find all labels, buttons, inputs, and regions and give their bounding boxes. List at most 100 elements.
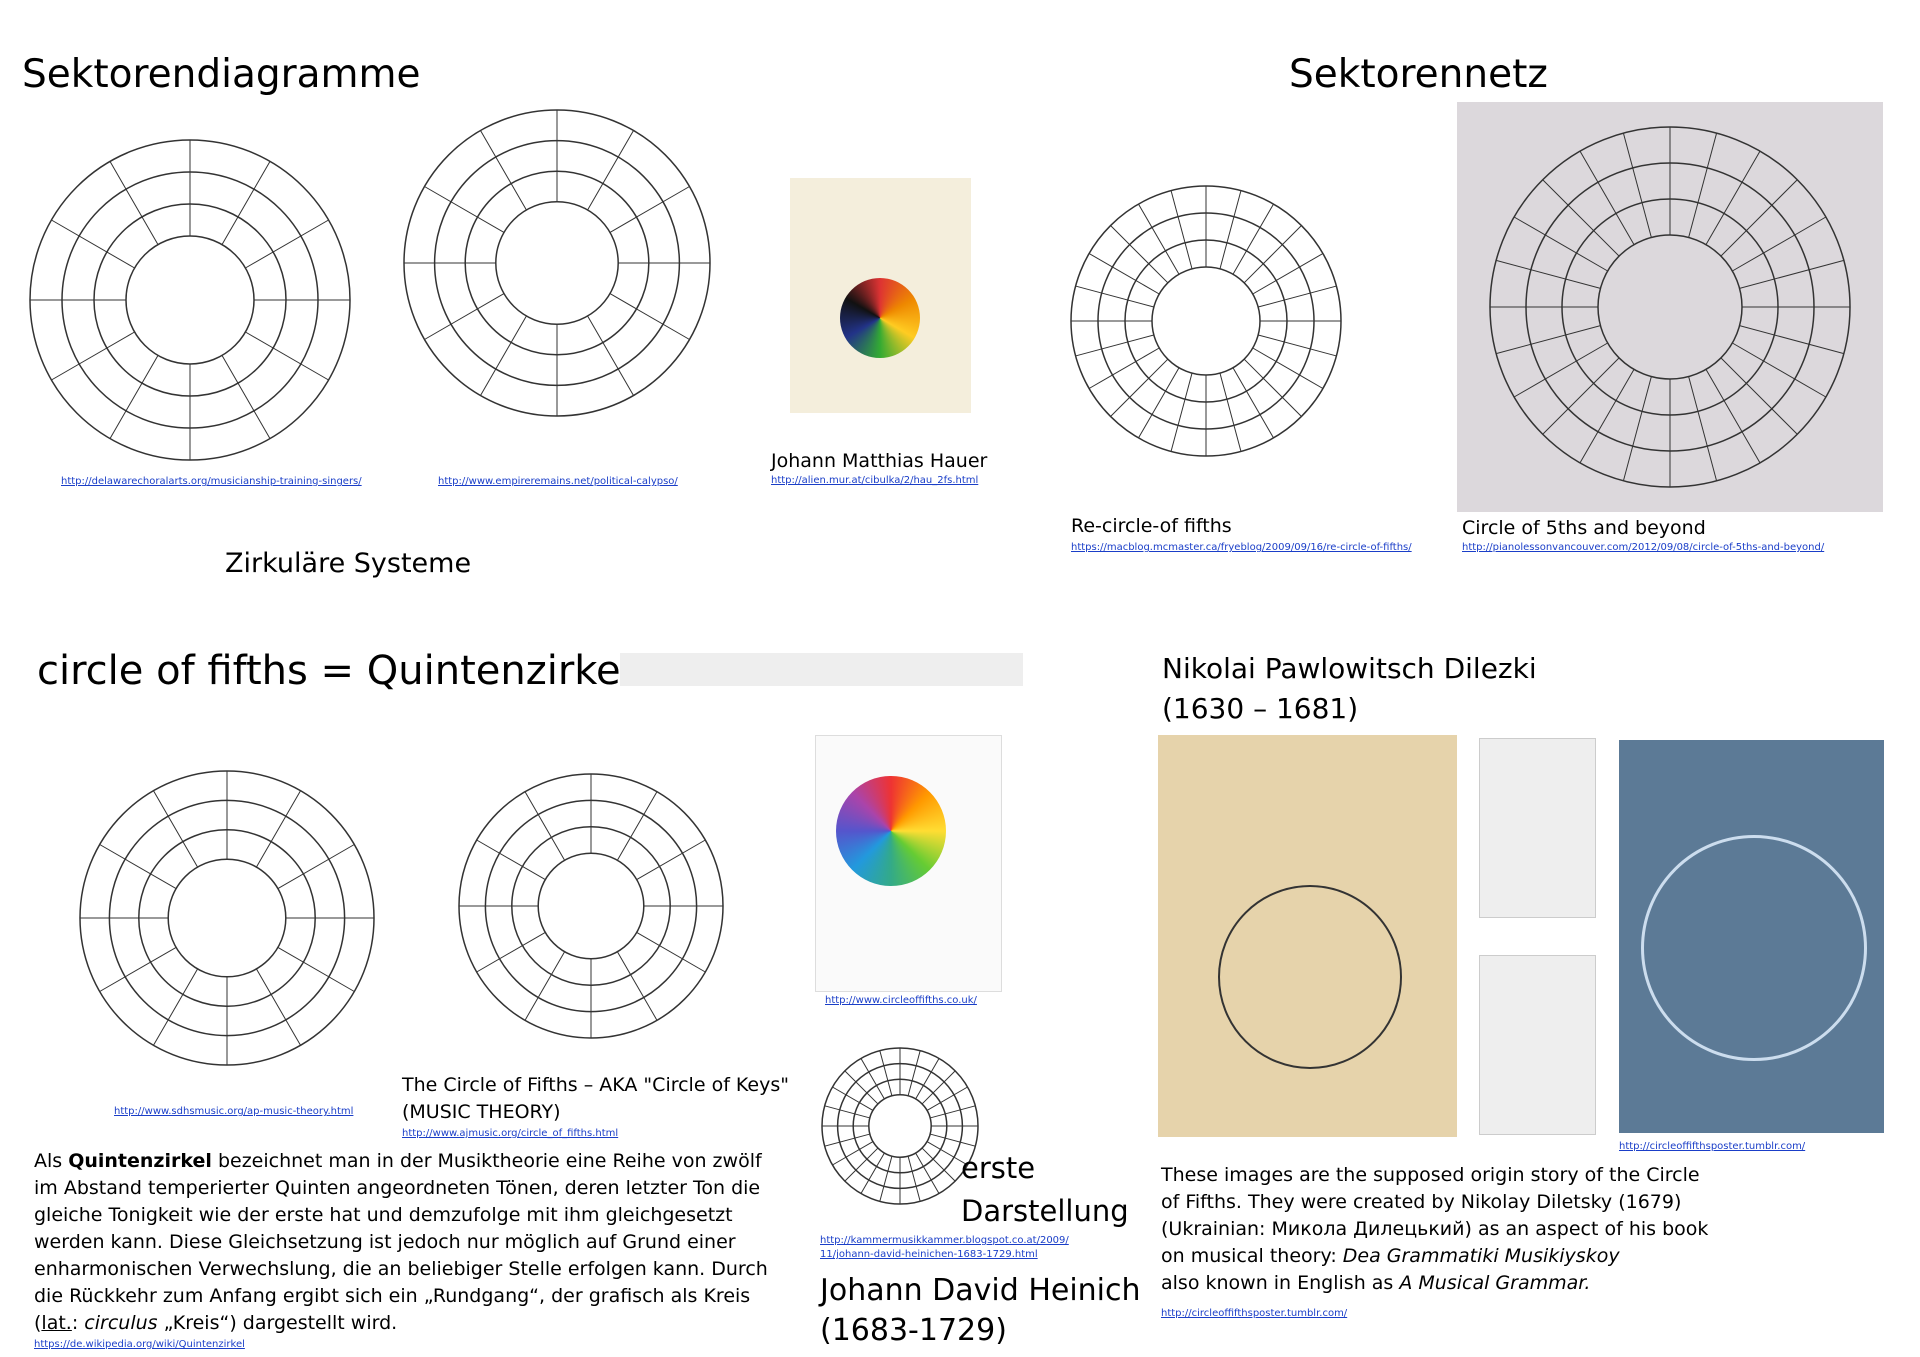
decoration [921,1070,956,1105]
image [403,109,711,417]
decoration [1579,150,1635,245]
decoration [1732,216,1827,272]
text: Dea Grammatiki Musikiyskoy [1342,1245,1620,1267]
paragraph: Als Quintenzirkel bezeichnet man in der … [34,1148,779,1337]
link[interactable]: https://de.wikipedia.org/wiki/Quintenzir… [34,1339,245,1350]
decoration [221,161,271,245]
link[interactable]: http://www.sdhsmusic.org/ap-music-theory… [114,1106,354,1117]
decoration [1542,357,1620,435]
decoration [1705,369,1761,464]
decoration [587,315,634,396]
decoration [1688,133,1718,238]
decoration [907,1050,921,1096]
decoration [476,839,546,881]
link[interactable]: http://www.ajmusic.org/circle_of_fifths.… [402,1128,619,1139]
decoration [1232,203,1274,275]
decoration [1252,253,1324,295]
decoration [636,931,706,973]
link[interactable]: https://macblog.mcmaster.ca/fryeblog/200… [1071,542,1412,553]
decoration [1219,190,1242,269]
decoration [424,293,505,340]
decoration [1622,133,1652,238]
decoration [1732,342,1827,398]
decoration [51,219,135,269]
decoration [1258,334,1337,357]
image [1619,740,1884,1133]
decoration [99,946,177,992]
decoration [1138,367,1180,439]
decoration [109,161,159,245]
text: These images are the supposed origin sto… [1161,1164,1709,1267]
heading: Nikolai Pawlowitsch Dilezki [1162,652,1537,685]
text: also known in English as [1161,1272,1400,1294]
caption: Johann Matthias Hauer [771,450,988,472]
decoration [930,1133,976,1147]
note: erste [961,1151,1036,1185]
decoration [476,931,546,973]
decoration [587,130,634,211]
link[interactable]: http://www.circleoffifths.co.uk/ [825,995,977,1006]
decoration [1739,259,1844,289]
decoration [480,130,527,211]
decoration [879,1156,893,1202]
decoration [1622,376,1652,481]
image [821,1047,979,1205]
caption: The Circle of Fifths – AKA "Circle of Ke… [402,1074,790,1096]
decoration [915,1058,940,1100]
decoration [99,844,177,890]
decoration [245,219,329,269]
link[interactable]: http://circleoffifthsposter.tumblr.com/ [1619,1141,1806,1152]
decoration [1110,358,1169,417]
heading: (1630 – 1681) [1162,692,1359,725]
text: lat. [41,1312,72,1334]
decoration [1739,325,1844,355]
decoration [1138,203,1180,275]
decoration [1170,190,1193,269]
link[interactable]: http://delawarechoralarts.org/musiciansh… [61,476,362,487]
decoration [1542,179,1620,257]
link[interactable]: 11/johann-david-heinichen-1683-1729.html [820,1249,1038,1260]
image [1479,955,1596,1135]
text: bezeichnet man in der Musiktheorie eine … [34,1150,768,1334]
decoration [1219,373,1242,452]
link[interactable]: http://circleoffifthsposter.tumblr.com/ [1161,1308,1348,1319]
decoration [524,791,566,861]
text: : [71,1312,85,1334]
decoration [926,1141,968,1166]
image [79,770,375,1066]
decoration [1496,259,1601,289]
image [458,773,724,1039]
link[interactable]: http://kammermusikkammer.blogspot.co.at/… [820,1235,1069,1246]
decoration [1088,347,1160,389]
decoration [1151,266,1261,376]
decoration [153,968,199,1046]
decoration [636,839,706,881]
decoration [824,1133,870,1147]
decoration [616,791,658,861]
decoration [860,1058,885,1100]
decoration [879,1050,893,1096]
caption: Johann David Heinich [820,1273,1141,1308]
note: Darstellung [961,1194,1129,1228]
text: „Kreis“) dargestellt wird. [157,1312,398,1334]
link[interactable]: http://pianolessonvancouver.com/2012/09/… [1462,542,1825,553]
decoration [221,355,271,439]
decoration [277,946,355,992]
decoration [1110,225,1169,284]
link[interactable]: http://alien.mur.at/cibulka/2/hau_2fs.ht… [771,475,979,486]
decoration [907,1156,921,1202]
decoration [609,293,690,340]
decoration [1252,347,1324,389]
decoration [930,1105,976,1119]
decoration [537,852,645,960]
decoration [424,186,505,233]
decoration [277,844,355,890]
caption: Circle of 5ths and beyond [1462,517,1706,539]
decoration [921,1147,956,1182]
link[interactable]: http://www.empireremains.net/political-c… [438,476,678,487]
decoration [109,355,159,439]
image [1489,126,1851,488]
heading: Sektorennetz [1289,52,1548,97]
heading: Sektorendiagramme [22,52,421,97]
